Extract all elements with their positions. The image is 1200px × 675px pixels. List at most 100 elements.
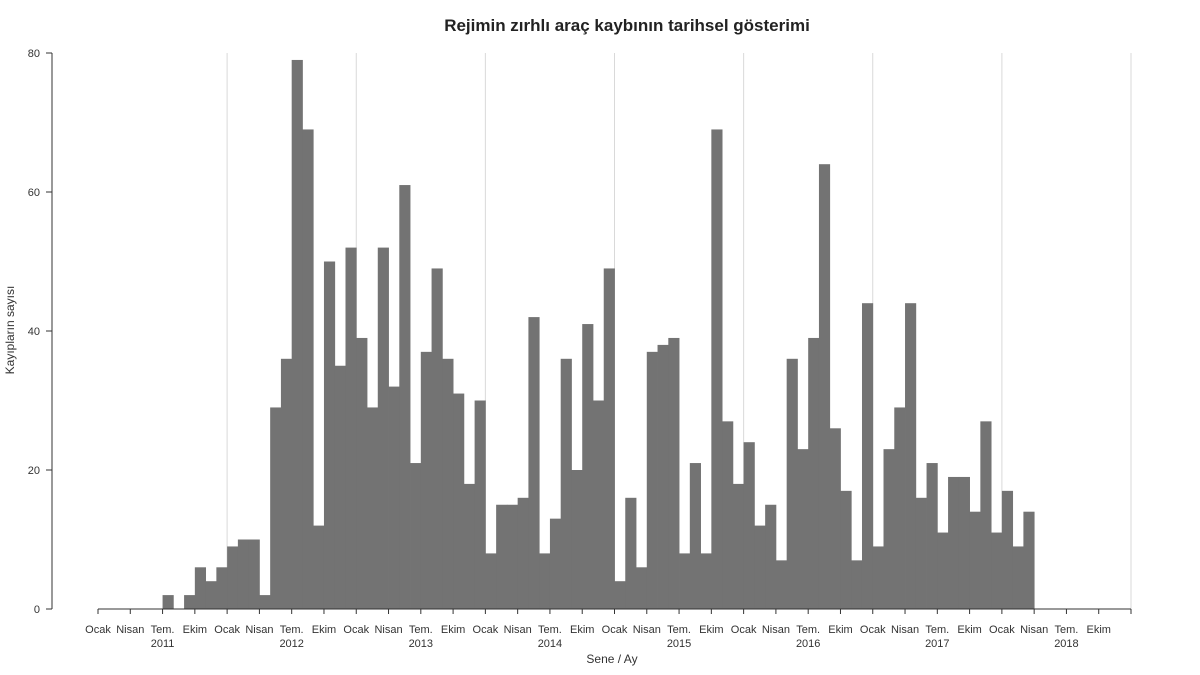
x-tick-label: Ekim xyxy=(957,624,981,636)
x-tick-label: Ocak xyxy=(343,624,369,636)
bar xyxy=(700,553,712,609)
bar xyxy=(184,595,196,609)
x-tick-label: Ekim xyxy=(183,624,207,636)
bar xyxy=(991,532,1003,609)
x-tick-label: Nisan xyxy=(762,624,790,636)
chart-title: Rejimin zırhlı araç kaybının tarihsel gö… xyxy=(444,16,810,35)
y-axis-label: Kayıpların sayısı xyxy=(3,286,17,375)
x-tick-label: Ocak xyxy=(85,624,111,636)
x-tick-label: Tem. xyxy=(280,624,304,636)
bar xyxy=(625,497,637,609)
bar xyxy=(291,59,303,609)
bar xyxy=(313,525,325,609)
bar xyxy=(237,539,250,609)
bar xyxy=(861,303,874,609)
bar xyxy=(345,247,357,609)
x-tick-label: Tem. xyxy=(151,624,175,636)
x-tick-label: Ekim xyxy=(441,624,465,636)
bar xyxy=(259,595,271,609)
bar xyxy=(485,553,497,609)
year-label: 2014 xyxy=(538,638,562,650)
bar xyxy=(323,261,336,609)
bar xyxy=(280,358,293,609)
bar xyxy=(474,400,486,609)
bar xyxy=(302,129,314,609)
bar xyxy=(356,337,368,609)
bar xyxy=(894,407,906,609)
bar xyxy=(506,504,519,609)
year-label: 2018 xyxy=(1054,638,1078,650)
x-tick-label: Ocak xyxy=(602,624,628,636)
y-tick-label: 20 xyxy=(28,465,40,477)
bar xyxy=(334,365,346,609)
bar xyxy=(582,324,594,609)
bar xyxy=(571,470,583,609)
year-label: 2017 xyxy=(925,638,949,650)
bar xyxy=(851,560,863,609)
bar xyxy=(754,525,766,609)
x-tick-label: Ocak xyxy=(860,624,886,636)
bar xyxy=(377,247,389,609)
year-label: 2012 xyxy=(279,638,303,650)
x-tick-label: Nisan xyxy=(504,624,532,636)
x-tick-label: Ocak xyxy=(989,624,1015,636)
bar xyxy=(872,546,884,609)
bar xyxy=(162,595,174,609)
bar xyxy=(270,407,282,609)
x-tick-label: Nisan xyxy=(891,624,919,636)
x-tick-label: Ocak xyxy=(731,624,757,636)
x-tick-label: Ekim xyxy=(828,624,852,636)
x-tick-label: Nisan xyxy=(1020,624,1048,636)
bar xyxy=(1012,546,1024,609)
bar xyxy=(732,483,745,609)
x-tick-label: Tem. xyxy=(667,624,691,636)
bar xyxy=(194,567,207,609)
bar xyxy=(388,386,400,609)
bar xyxy=(549,518,562,609)
bar xyxy=(539,553,551,609)
bar xyxy=(1001,490,1014,609)
bar xyxy=(614,581,626,609)
x-tick-label: Tem. xyxy=(409,624,433,636)
bar xyxy=(679,553,691,609)
x-tick-label: Nisan xyxy=(633,624,661,636)
bar xyxy=(829,428,841,609)
bar xyxy=(399,185,411,610)
bar xyxy=(453,393,465,609)
x-tick-label: Ekim xyxy=(570,624,594,636)
bar xyxy=(958,476,970,609)
x-tick-label: Ocak xyxy=(214,624,240,636)
bar xyxy=(496,504,508,609)
x-tick-label: Tem. xyxy=(1055,624,1079,636)
bar xyxy=(711,129,723,609)
x-tick-label: Nisan xyxy=(245,624,273,636)
bar xyxy=(431,268,443,609)
bar xyxy=(636,567,648,609)
year-label: 2013 xyxy=(409,638,433,650)
bar xyxy=(442,358,454,609)
bar xyxy=(926,463,938,609)
bar xyxy=(689,463,701,609)
bar xyxy=(948,476,960,609)
year-label: 2016 xyxy=(796,638,820,650)
x-tick-label: Tem. xyxy=(925,624,949,636)
bar xyxy=(883,449,895,609)
x-tick-label: Ekim xyxy=(1086,624,1110,636)
bar xyxy=(367,407,379,609)
bar xyxy=(765,504,777,609)
bar xyxy=(915,497,927,609)
x-tick-label: Ocak xyxy=(473,624,499,636)
x-axis-label: Sene / Ay xyxy=(586,652,637,666)
bar xyxy=(227,546,239,609)
bar xyxy=(528,317,540,609)
bar xyxy=(420,351,432,609)
bar xyxy=(1023,511,1035,609)
bar xyxy=(517,497,529,609)
bar xyxy=(668,337,680,609)
bar xyxy=(937,532,949,609)
x-tick-label: Nisan xyxy=(374,624,402,636)
year-label: 2011 xyxy=(151,638,175,650)
bar xyxy=(818,164,831,609)
bar xyxy=(775,560,788,609)
